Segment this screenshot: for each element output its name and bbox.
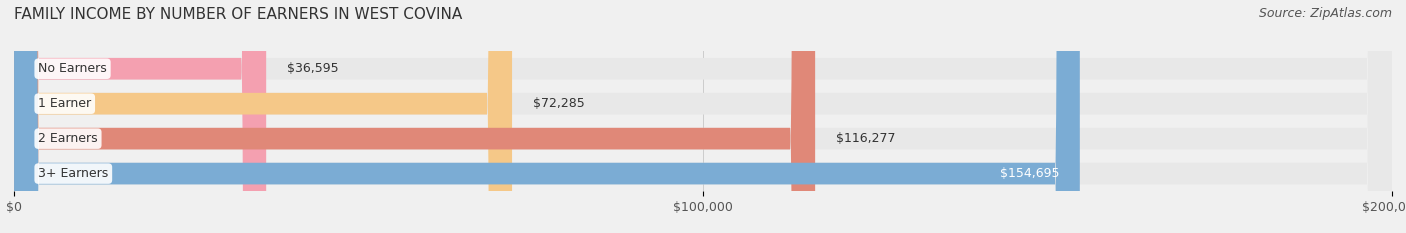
Text: No Earners: No Earners bbox=[38, 62, 107, 75]
Text: Source: ZipAtlas.com: Source: ZipAtlas.com bbox=[1258, 7, 1392, 20]
FancyBboxPatch shape bbox=[14, 0, 266, 233]
Text: FAMILY INCOME BY NUMBER OF EARNERS IN WEST COVINA: FAMILY INCOME BY NUMBER OF EARNERS IN WE… bbox=[14, 7, 463, 22]
FancyBboxPatch shape bbox=[14, 0, 1392, 233]
FancyBboxPatch shape bbox=[14, 0, 512, 233]
Text: 2 Earners: 2 Earners bbox=[38, 132, 98, 145]
FancyBboxPatch shape bbox=[14, 0, 815, 233]
FancyBboxPatch shape bbox=[14, 0, 1392, 233]
Text: $36,595: $36,595 bbox=[287, 62, 339, 75]
FancyBboxPatch shape bbox=[14, 0, 1080, 233]
Text: 3+ Earners: 3+ Earners bbox=[38, 167, 108, 180]
FancyBboxPatch shape bbox=[14, 0, 1392, 233]
FancyBboxPatch shape bbox=[14, 0, 1392, 233]
Text: 1 Earner: 1 Earner bbox=[38, 97, 91, 110]
Text: $154,695: $154,695 bbox=[1000, 167, 1059, 180]
Text: $72,285: $72,285 bbox=[533, 97, 585, 110]
Text: $116,277: $116,277 bbox=[835, 132, 896, 145]
